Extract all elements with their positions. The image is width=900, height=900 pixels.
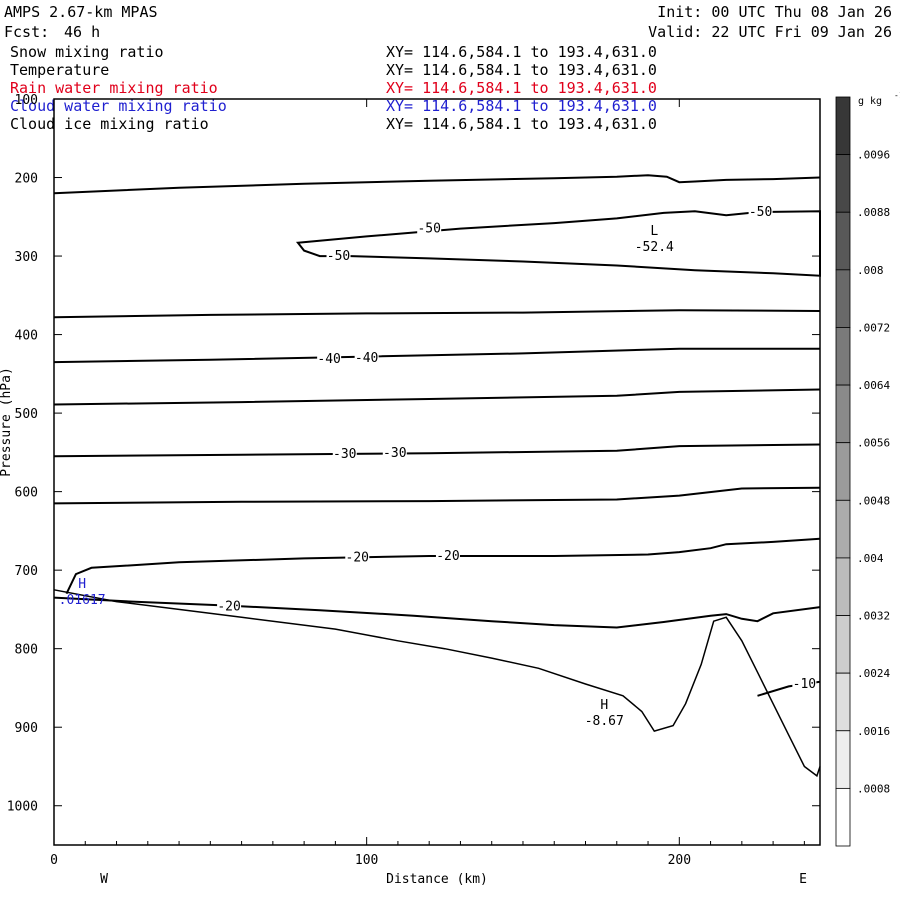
- fcst-value: 46 h: [64, 23, 101, 41]
- contour-label-bg: [435, 548, 460, 564]
- contour-label: -50: [417, 222, 440, 237]
- y-tick-label: 300: [15, 250, 38, 265]
- colorbar-unit-exponent: -1: [894, 91, 900, 100]
- field-name: Temperature: [10, 61, 110, 79]
- colorbar-tick-label: .008: [857, 264, 884, 277]
- contour-label-bg: [326, 248, 351, 264]
- colorbar-segment: [835, 442, 851, 501]
- contour-label: -30: [333, 447, 356, 462]
- contour-label-bg: [332, 445, 357, 461]
- colorbar-tick-label: .004: [857, 552, 884, 565]
- plot-frame: [53, 98, 821, 846]
- west-label: W: [100, 872, 108, 887]
- contour-label-bg: [382, 445, 407, 461]
- contour-label-bg: [217, 598, 242, 614]
- contour-label: -50: [749, 205, 772, 220]
- temperature-contour: [53, 309, 821, 319]
- extremum-symbol: H: [600, 698, 608, 713]
- temperature-contour: [53, 388, 821, 406]
- contour-label-bg: [417, 220, 442, 236]
- contour-label: -30: [383, 446, 406, 461]
- colorbar-tick-label: .0096: [857, 149, 890, 162]
- colorbar-segment: [835, 672, 851, 732]
- field-name: Cloud ice mixing ratio: [10, 115, 209, 133]
- colorbar-segment: [835, 787, 851, 847]
- field-xy-range: XY= 114.6,584.1 to 193.4,631.0: [386, 61, 657, 79]
- colorbar-segment: [835, 327, 851, 386]
- colorbar-tick-label: .0072: [857, 321, 890, 334]
- y-tick-label: 400: [15, 329, 38, 344]
- field-xy-range: XY= 114.6,584.1 to 193.4,631.0: [386, 97, 657, 115]
- colorbar-segment: [835, 615, 851, 674]
- contour-label: -20: [346, 551, 369, 566]
- y-tick-label: 100: [15, 93, 38, 108]
- y-tick-label: 700: [15, 564, 38, 579]
- colorbar-tick-label: .0088: [857, 206, 890, 219]
- contour-label-bg: [345, 549, 370, 565]
- field-name: Rain water mixing ratio: [10, 79, 218, 97]
- contour-label: -20: [217, 599, 240, 614]
- field-name: Snow mixing ratio: [10, 43, 164, 61]
- y-tick-label: 600: [15, 486, 38, 501]
- contour-label: -10: [793, 677, 816, 692]
- fcst-label: Fcst:: [4, 23, 50, 41]
- field-xy-range: XY= 114.6,584.1 to 193.4,631.0: [386, 79, 657, 97]
- contour-label-bg: [792, 676, 817, 692]
- y-tick-label: 800: [15, 643, 38, 658]
- colorbar-tick-label: .0008: [857, 782, 890, 795]
- field-xy-range: XY= 114.6,584.1 to 193.4,631.0: [386, 115, 657, 133]
- colorbar-segment: [835, 499, 851, 559]
- contour-label: -20: [436, 549, 459, 564]
- colorbar-segment: [835, 211, 851, 271]
- colorbar-segment: [835, 96, 851, 156]
- temperature-contour: [53, 347, 820, 364]
- terrain-line: [53, 589, 821, 778]
- init-time: Init: 00 UTC Thu 08 Jan 26: [657, 3, 892, 21]
- colorbar-tick-label: .0064: [857, 379, 890, 392]
- temperature-contour: [53, 174, 821, 195]
- y-tick-label: 500: [15, 407, 38, 422]
- east-label: E: [799, 872, 807, 887]
- model-title: AMPS 2.67-km MPAS: [4, 3, 158, 21]
- extremum-value: -52.4: [635, 240, 674, 255]
- y-tick-label: 1000: [7, 800, 38, 815]
- temperature-contour: [53, 596, 821, 629]
- contour-label-bg: [748, 204, 773, 220]
- x-axis-title: Distance (km): [386, 872, 488, 887]
- extremum-value: -8.67: [585, 714, 624, 729]
- x-tick-label: 0: [50, 853, 58, 868]
- y-axis-title: Pressure (hPa): [0, 367, 14, 477]
- x-tick-label: 100: [355, 853, 378, 868]
- colorbar-segment: [835, 154, 851, 213]
- colorbar-segment: [835, 384, 851, 444]
- colorbar-segment: [835, 269, 851, 328]
- colorbar-tick-label: .0048: [857, 494, 890, 507]
- colorbar-segment: [835, 557, 851, 616]
- contour-label: -40: [355, 351, 378, 366]
- y-tick-label: 900: [15, 721, 38, 736]
- temperature-contour: [53, 443, 821, 458]
- colorbar-tick-label: .0056: [857, 437, 890, 450]
- field-xy-range: XY= 114.6,584.1 to 193.4,631.0: [386, 43, 657, 61]
- contour-label: -50: [327, 249, 350, 264]
- colorbar-unit: g kg: [858, 96, 882, 107]
- colorbar-segment: [835, 730, 851, 789]
- colorbar-tick-label: .0016: [857, 725, 890, 738]
- colorbar-tick-label: .0032: [857, 610, 890, 623]
- contour-label-bg: [317, 350, 342, 366]
- x-tick-label: 200: [668, 853, 691, 868]
- extremum-value: .01617: [59, 593, 106, 608]
- contour-label-bg: [354, 350, 379, 366]
- valid-time: Valid: 22 UTC Fri 09 Jan 26: [648, 23, 892, 41]
- extremum-symbol: L: [650, 224, 658, 239]
- contour-label: -40: [317, 352, 340, 367]
- colorbar-tick-label: .0024: [857, 667, 890, 680]
- temperature-contour: [65, 537, 821, 595]
- y-tick-label: 200: [15, 172, 38, 187]
- temperature-contour: [295, 210, 821, 277]
- extremum-symbol: H: [78, 577, 86, 592]
- field-name: Cloud water mixing ratio: [10, 97, 227, 115]
- temperature-contour: [53, 486, 821, 505]
